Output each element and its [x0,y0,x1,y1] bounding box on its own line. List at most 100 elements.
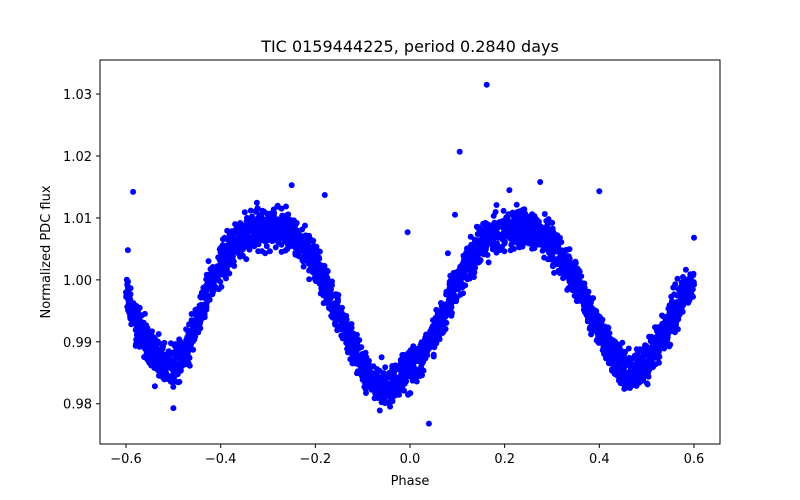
data-point [357,356,364,363]
data-point [255,215,262,222]
data-point [659,335,666,342]
data-point [265,223,271,230]
data-point [141,354,148,360]
data-point [549,242,555,249]
data-point [674,292,680,299]
data-point [638,375,645,381]
data-point [407,390,414,397]
data-point [687,271,694,278]
data-point [442,313,449,320]
data-point [520,224,527,231]
data-point [596,314,603,320]
data-point [237,221,244,228]
data-point [476,241,483,248]
data-point [569,287,576,294]
data-point [389,363,396,369]
data-point [547,228,554,235]
data-point [227,245,234,252]
data-point [444,250,451,257]
data-point [466,245,473,252]
data-point [574,298,581,304]
data-point [313,253,320,260]
data-point [549,219,556,226]
data-point [466,273,473,280]
data-point [217,261,224,268]
data-point [558,254,565,260]
data-point [324,285,331,292]
x-tick-label: −0.6 [110,452,142,467]
data-point [295,246,301,252]
data-point [211,266,218,273]
data-point [168,340,174,347]
data-point [189,317,196,324]
data-point [643,360,650,367]
data-point [417,348,424,355]
data-point [300,263,307,270]
data-point [317,279,324,286]
data-point [331,301,338,308]
y-axis-label: Normalized PDC flux [39,185,54,318]
data-point [275,218,282,225]
data-point [637,346,644,353]
data-point [151,383,158,390]
data-point [667,320,674,327]
data-point [229,253,236,260]
data-point [376,407,383,414]
y-tick-label: 1.02 [63,150,92,165]
data-point [203,271,210,278]
data-point [176,336,183,343]
data-point [500,207,507,214]
data-point [579,297,586,304]
data-point [203,304,210,310]
data-point [317,272,324,279]
data-point [159,345,166,352]
data-point [224,227,231,234]
data-point [501,248,508,255]
data-point [513,201,520,208]
data-point [150,334,157,341]
data-point [540,225,547,232]
data-point [288,182,295,189]
data-point [155,331,162,337]
data-point [681,290,688,297]
data-point [382,364,389,371]
y-tick-label: 1.00 [63,274,92,289]
data-point [514,234,521,241]
data-point [459,284,466,291]
data-point [418,365,425,372]
data-point [293,236,300,242]
data-point [235,241,242,248]
y-tick-label: 0.98 [63,398,92,413]
data-point [566,255,573,262]
data-point [294,227,301,234]
data-point [553,235,560,242]
data-point [263,218,270,225]
data-point [596,332,603,339]
data-point [232,221,239,228]
data-point [553,261,560,268]
data-point [661,345,668,352]
data-point [680,295,687,302]
data-point [644,381,651,388]
data-point [632,352,639,359]
data-point [380,370,387,376]
data-point [254,205,261,212]
data-point [248,221,255,228]
data-point [274,224,281,231]
data-point [429,337,436,344]
data-point [246,246,253,253]
data-point [186,362,193,369]
data-point [402,358,409,365]
data-point [589,312,596,319]
data-point [519,243,526,250]
data-point [244,233,251,240]
x-tick-label: 0.4 [589,452,610,467]
data-point [278,248,285,255]
data-point [637,363,644,370]
data-point [215,286,222,293]
data-point [132,342,139,349]
data-point [668,293,675,300]
data-point [153,342,160,348]
data-point [125,278,131,285]
data-point [235,250,242,257]
